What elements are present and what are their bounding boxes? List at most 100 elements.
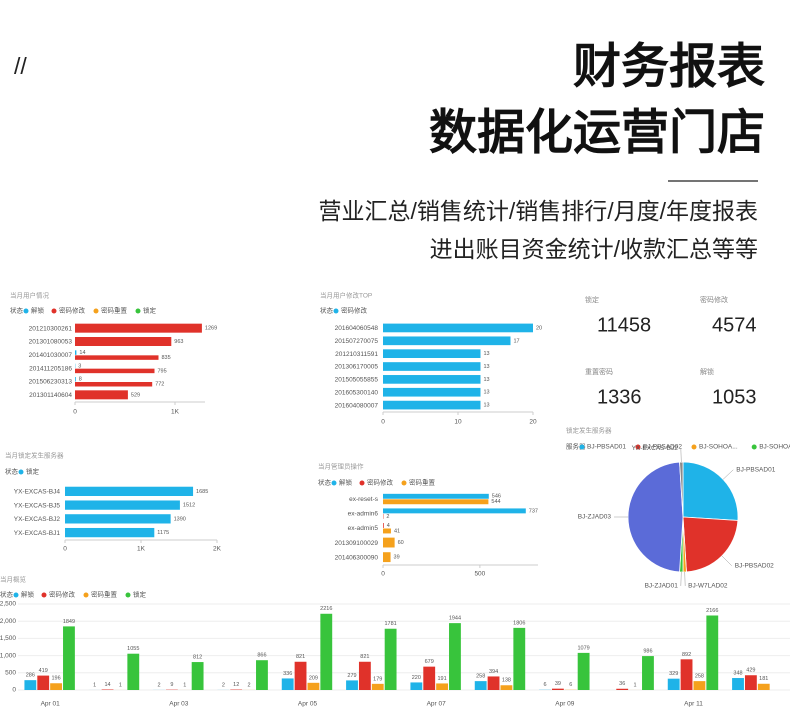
value-label: 1944 (449, 616, 461, 622)
value-label: 60 (398, 540, 404, 546)
pie-slice (627, 461, 684, 573)
kpi-label: 重置密码 (585, 367, 613, 376)
bar (744, 675, 757, 690)
value-label: 258 (695, 674, 704, 680)
value-label: 1 (119, 682, 122, 688)
value-label: 179 (373, 676, 382, 682)
value-label: 821 (360, 654, 369, 660)
x-tick-label: 500 (474, 571, 485, 578)
value-label: 13 (484, 364, 490, 370)
value-label: 544 (491, 499, 500, 505)
legend-swatch (359, 480, 365, 486)
value-label: 963 (174, 339, 183, 345)
y-tick-label: 1,000 (0, 652, 16, 659)
value-label: 13 (484, 390, 490, 396)
bar (487, 676, 500, 690)
slice-label: YX-EXCAS-BJ2 (632, 445, 679, 452)
header-title: 数据化运营门店 (429, 107, 765, 160)
value-label: 737 (529, 508, 538, 514)
bar (383, 323, 533, 333)
header-title: 财务报表 (573, 41, 765, 94)
bar (383, 523, 384, 528)
value-label: 8 (79, 377, 82, 383)
bar (127, 653, 140, 690)
x-tick-label: Apr 11 (684, 701, 703, 708)
legend-label: BJ-SOHOA... (699, 444, 738, 451)
bar (65, 500, 180, 510)
value-label: 17 (514, 338, 520, 344)
slice-label: BJ-W7LAD02 (688, 583, 728, 590)
slice-label: BJ-ZJAD03 (578, 514, 612, 521)
pie-slice (679, 461, 684, 518)
leader-line (721, 555, 732, 566)
value-label: 679 (425, 659, 434, 665)
bar (256, 660, 268, 690)
y-tick-label: 201406300090 (335, 554, 379, 561)
kpi-label: 密码修改 (700, 295, 728, 304)
bar (383, 375, 481, 384)
legend-label: 解锁 (21, 590, 35, 599)
value-label: 429 (746, 668, 755, 674)
value-label: 1806 (513, 620, 525, 626)
y-tick-label: 2,500 (0, 601, 16, 608)
bar (384, 628, 397, 690)
value-label: 1 (183, 682, 186, 688)
chart-title: 当月锁定发生服务器 (5, 451, 64, 460)
bar (551, 688, 564, 690)
chart-title: 当月用户修改TOP (320, 291, 372, 300)
y-tick-label: 201604060548 (335, 325, 379, 332)
bar (383, 528, 391, 534)
y-tick-label: YX-EXCAS-BJ2 (14, 516, 61, 523)
x-tick-label: Apr 01 (41, 701, 61, 708)
legend-title: 状态 (10, 306, 24, 315)
bar (346, 680, 358, 690)
value-label: 2216 (320, 606, 332, 612)
y-tick-label: ex-admin5 (348, 525, 379, 532)
kpi-value: 1336 (597, 386, 642, 408)
x-tick-label: 10 (454, 419, 462, 426)
legend-label: 密码修改 (59, 306, 86, 315)
legend-label: 解锁 (339, 478, 353, 487)
value-label: 529 (131, 392, 140, 398)
value-label: 1 (634, 682, 637, 688)
bar (75, 355, 159, 360)
bar (577, 652, 590, 690)
legend-swatch (93, 308, 99, 314)
value-label: 39 (394, 555, 400, 561)
value-label: 772 (155, 382, 164, 388)
y-tick-label: ex-reset-s (349, 496, 379, 503)
kpi-label: 锁定 (585, 295, 599, 304)
value-label: 4 (387, 523, 390, 529)
legend-swatch (635, 444, 641, 450)
value-label: 1390 (174, 516, 186, 522)
x-tick-label: 0 (73, 409, 77, 416)
value-label: 1 (93, 682, 96, 688)
bar (383, 552, 391, 563)
bar (383, 349, 481, 358)
value-label: 258 (476, 674, 485, 680)
value-label: 986 (643, 649, 652, 655)
legend-title: 服务器 (566, 442, 586, 451)
legend-swatch (331, 480, 337, 486)
kpi-value: 1053 (712, 386, 757, 408)
bar (75, 323, 202, 333)
y-tick-label: 201210300261 (29, 325, 73, 332)
value-label: 1849 (63, 619, 75, 625)
y-tick-label: 201309100029 (335, 540, 379, 547)
legend-swatch (579, 444, 585, 450)
bar (757, 683, 770, 690)
y-tick-label: 500 (5, 670, 16, 677)
bar (693, 681, 706, 690)
value-label: 14 (104, 682, 110, 688)
legend-swatch (135, 308, 141, 314)
y-tick-label: 201301080053 (29, 339, 73, 346)
legend-label: 密码修改 (341, 306, 368, 315)
bar (500, 685, 513, 690)
slice-label: BJ-PBSAD02 (735, 563, 774, 570)
bar (706, 615, 719, 690)
bar (75, 350, 77, 355)
bar (75, 337, 172, 346)
bar (383, 493, 489, 499)
value-label: 9 (170, 682, 173, 688)
value-label: 3 (78, 363, 81, 369)
